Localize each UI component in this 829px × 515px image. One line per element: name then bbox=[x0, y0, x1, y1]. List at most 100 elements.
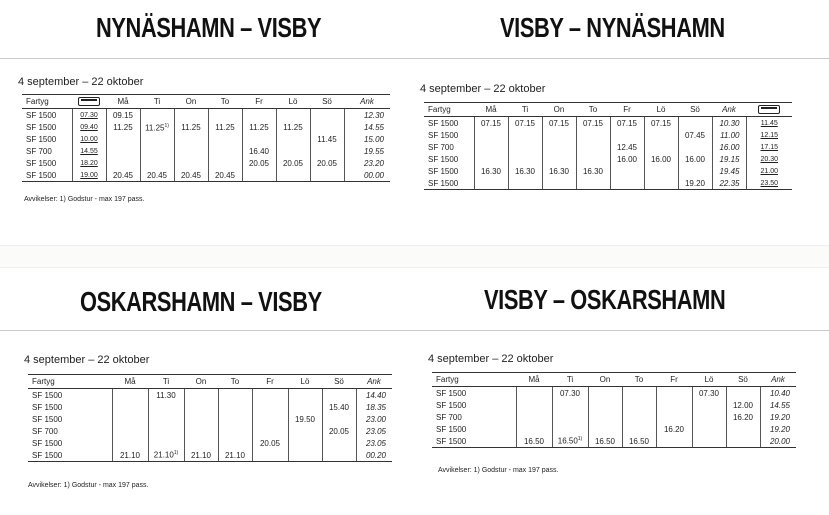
footnote-mark: 1) bbox=[164, 122, 169, 129]
col-header: Må bbox=[112, 374, 148, 389]
col-header: Lö bbox=[644, 101, 678, 118]
departure-cell bbox=[609, 177, 644, 191]
departure-cell bbox=[173, 157, 208, 170]
departure-cell bbox=[183, 401, 218, 413]
cell-text: 07.15 bbox=[548, 118, 570, 128]
cell-text: 19.55 bbox=[363, 146, 384, 156]
col-header: To bbox=[622, 372, 656, 387]
departure-cell bbox=[643, 165, 678, 178]
col-header: Fartyg bbox=[28, 374, 112, 389]
departure-cell bbox=[183, 425, 218, 437]
bus-time-cell: 19.00 bbox=[71, 169, 106, 183]
departure-cell bbox=[587, 423, 622, 435]
cell-text: 11.25 bbox=[145, 123, 165, 133]
table-row: SF 1500 12.00 14.55 bbox=[432, 399, 796, 411]
bus-time-cell: 18.20 bbox=[71, 157, 106, 170]
departure-cell bbox=[251, 388, 288, 401]
tear-line-middle bbox=[0, 330, 829, 331]
bus-icon bbox=[78, 97, 100, 107]
cell-text: SF 1500 bbox=[32, 390, 63, 400]
departure-cell bbox=[275, 133, 310, 146]
departure-cell bbox=[551, 399, 588, 411]
cell-text: SF 1500 bbox=[26, 110, 57, 120]
departure-cell bbox=[183, 413, 218, 425]
departure-cell bbox=[587, 386, 622, 399]
departure-cell: 20.45 bbox=[173, 169, 208, 183]
departure-cell bbox=[287, 388, 322, 401]
cell-text: 07.15 bbox=[514, 118, 536, 128]
departure-cell bbox=[139, 133, 174, 146]
col-header: Fr bbox=[656, 372, 692, 387]
departure-cell: 16.20 bbox=[725, 411, 760, 423]
departure-cell bbox=[147, 401, 184, 413]
cell-text: 16.30 bbox=[548, 166, 570, 176]
cell-text: 10.30 bbox=[719, 118, 740, 128]
cell-text: 14.40 bbox=[365, 390, 386, 400]
cell-text: 18.20 bbox=[80, 159, 98, 167]
departure-cell bbox=[507, 141, 542, 154]
vessel-cell: SF 1500 bbox=[22, 133, 72, 145]
deviation-note: Avvikelser: 1) Godstur - max 197 pass. bbox=[28, 482, 149, 489]
cell-text: SF 1500 bbox=[428, 166, 459, 176]
departure-cell: 21.101) bbox=[147, 449, 184, 462]
departure-cell bbox=[643, 129, 678, 142]
route-title: VISBY – NYNÄSHAMN bbox=[500, 12, 725, 43]
departure-cell bbox=[321, 388, 356, 401]
departure-cell bbox=[309, 145, 344, 158]
departure-cell: 11.25 bbox=[207, 121, 242, 134]
departure-cell: 16.50 bbox=[587, 435, 622, 448]
cell-text: 12.00 bbox=[732, 400, 754, 410]
col-header: On bbox=[542, 101, 576, 118]
departure-cell bbox=[507, 177, 542, 191]
vessel-cell: SF 1500 bbox=[424, 129, 474, 141]
cell-text: 21.10 bbox=[153, 450, 174, 460]
bus-time-cell: 23.50 bbox=[745, 177, 792, 191]
departure-cell bbox=[725, 423, 760, 435]
departure-cell bbox=[677, 141, 712, 154]
cell-text: 16.00 bbox=[719, 142, 740, 152]
departure-cell bbox=[111, 437, 148, 449]
cell-text: 21.10 bbox=[224, 450, 246, 460]
col-header: Sö bbox=[678, 101, 712, 118]
vessel-cell: SF 1500 bbox=[28, 437, 112, 449]
cell-text: 23.20 bbox=[363, 158, 384, 168]
departure-cell: 07.15 bbox=[541, 116, 576, 130]
vessel-cell: SF 1500 bbox=[424, 177, 474, 191]
table-row: SF 700 12.45 16.00 17.15 bbox=[424, 141, 792, 154]
departure-cell bbox=[541, 129, 576, 142]
arrival-cell: 22.35 bbox=[711, 177, 746, 191]
cell-text: 14.55 bbox=[769, 400, 790, 410]
arrival-cell: 14.55 bbox=[759, 399, 796, 411]
cell-text: 07.15 bbox=[582, 118, 604, 128]
departure-cell bbox=[655, 386, 692, 399]
vessel-cell: SF 1500 bbox=[432, 423, 516, 435]
departure-cell bbox=[575, 141, 610, 154]
period-label: 4 september – 22 oktober bbox=[24, 354, 150, 366]
bus-time-cell: 12.15 bbox=[745, 129, 792, 142]
col-header: Ti bbox=[508, 101, 542, 118]
departure-cell bbox=[621, 423, 656, 435]
departure-cell: 16.20 bbox=[655, 423, 692, 435]
table-row: SF 1500 07.45 11.00 12.15 bbox=[424, 129, 792, 142]
departure-cell bbox=[241, 108, 276, 122]
departure-cell: 16.30 bbox=[473, 165, 508, 178]
col-header: To bbox=[218, 374, 252, 389]
departure-cell bbox=[655, 399, 692, 411]
cell-text: 23.05 bbox=[365, 438, 386, 448]
cell-text: SF 700 bbox=[32, 426, 58, 436]
cell-text: 19.20 bbox=[684, 178, 706, 188]
cell-text: 16.00 bbox=[616, 154, 638, 164]
arrival-cell: 23.00 bbox=[355, 413, 392, 425]
vessel-cell: SF 1500 bbox=[28, 389, 112, 402]
arrival-cell: 14.40 bbox=[355, 388, 392, 401]
departure-cell bbox=[251, 413, 288, 425]
cell-text: 09.40 bbox=[80, 123, 98, 131]
departure-cell: 20.05 bbox=[241, 157, 276, 170]
departure-cell bbox=[147, 425, 184, 437]
cell-text: 19.20 bbox=[769, 424, 790, 434]
departure-cell: 16.30 bbox=[541, 165, 576, 178]
vessel-cell: SF 1500 bbox=[424, 117, 474, 130]
departure-cell bbox=[551, 423, 588, 435]
departure-cell bbox=[251, 401, 288, 413]
departure-cell bbox=[147, 437, 184, 449]
